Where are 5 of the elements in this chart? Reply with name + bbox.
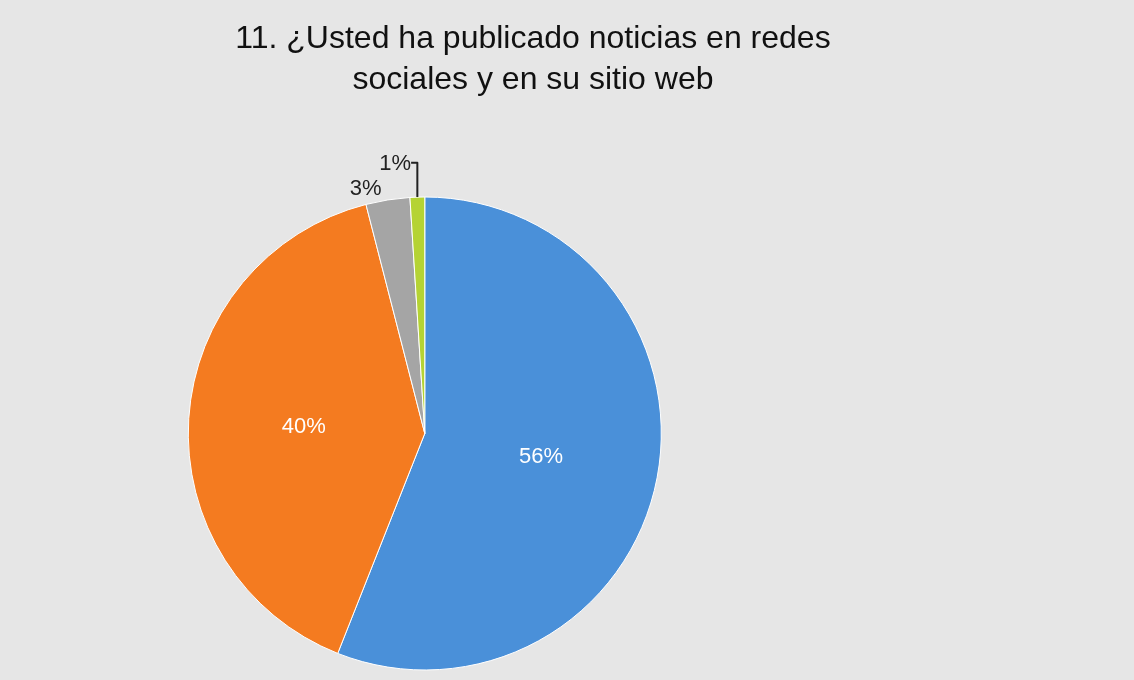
data-label: 40%: [281, 413, 326, 439]
data-label: 3%: [349, 175, 382, 201]
data-label: 1%: [379, 150, 412, 176]
chart-title: 11. ¿Usted ha publicado noticias en redes sociales y en su sitio web: [235, 18, 831, 97]
data-label: 56%: [518, 443, 563, 469]
